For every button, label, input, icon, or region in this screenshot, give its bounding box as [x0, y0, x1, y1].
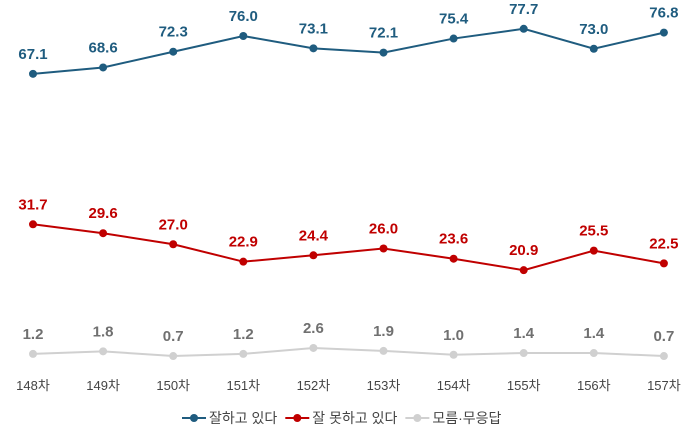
data-point — [239, 257, 248, 266]
series-line-2 — [32, 346, 664, 358]
data-label: 31.7 — [18, 196, 47, 213]
data-point — [99, 63, 108, 72]
data-point — [29, 69, 37, 78]
data-point — [519, 24, 528, 33]
data-label: 72.3 — [159, 24, 188, 41]
series-line-1 — [32, 223, 665, 272]
data-label: 68.6 — [88, 39, 117, 56]
x-tick-label: 153차 — [367, 378, 401, 393]
legend-entry: 잘 못하고 있다 — [312, 410, 397, 426]
x-tick-label: 155차 — [507, 378, 541, 393]
data-point — [169, 47, 178, 56]
data-point — [659, 259, 668, 268]
data-point — [169, 352, 178, 361]
x-tick-label: 156차 — [577, 378, 611, 393]
data-label: 27.0 — [159, 216, 188, 233]
data-label: 76.8 — [649, 5, 678, 22]
data-label: 73.1 — [299, 20, 328, 37]
data-label: 0.7 — [163, 328, 184, 345]
data-point — [519, 349, 528, 358]
data-label: 20.9 — [509, 242, 538, 259]
data-label: 0.7 — [653, 328, 674, 345]
legend-marker-icon — [190, 414, 198, 422]
data-label: 29.6 — [88, 205, 117, 222]
data-label: 77.7 — [509, 1, 538, 18]
data-label: 1.4 — [513, 325, 535, 342]
x-tick-label: 157차 — [647, 378, 681, 393]
data-point — [519, 266, 528, 275]
x-tick-label: 150차 — [156, 378, 190, 393]
data-label: 1.0 — [443, 327, 464, 344]
data-label: 1.9 — [373, 323, 394, 340]
data-point — [659, 352, 668, 361]
data-point — [99, 229, 108, 238]
data-point — [169, 240, 178, 249]
data-label: 67.1 — [18, 46, 47, 63]
data-point — [449, 34, 458, 43]
data-label: 24.4 — [299, 227, 329, 244]
x-tick-label: 154차 — [437, 378, 471, 393]
legend-entry: 잘하고 있다 — [209, 410, 277, 426]
data-point — [589, 349, 598, 358]
data-point — [449, 350, 458, 359]
data-label: 72.1 — [369, 25, 398, 42]
data-point — [29, 349, 37, 358]
data-label: 1.8 — [93, 323, 114, 340]
data-label: 1.2 — [23, 326, 44, 343]
data-label: 22.9 — [229, 234, 258, 251]
data-point — [589, 246, 598, 255]
x-tick-label: 151차 — [226, 378, 260, 393]
data-point — [379, 244, 388, 253]
data-label: 73.0 — [579, 21, 608, 38]
data-label: 22.5 — [649, 235, 678, 252]
x-tick-label: 149차 — [86, 378, 120, 393]
data-label: 1.4 — [583, 325, 605, 342]
series-line-0 — [32, 27, 665, 75]
data-label: 76.0 — [229, 8, 258, 25]
legend-marker-icon — [293, 414, 302, 422]
x-tick-label: 152차 — [297, 378, 331, 393]
data-label: 23.6 — [439, 231, 468, 248]
data-label: 25.5 — [579, 223, 608, 240]
data-point — [379, 48, 388, 57]
data-point — [449, 254, 458, 263]
data-point — [309, 343, 318, 352]
data-point — [29, 220, 37, 229]
data-label: 1.2 — [233, 326, 254, 343]
data-point — [659, 28, 668, 37]
data-point — [239, 349, 248, 358]
x-tick-label: 148차 — [16, 378, 50, 393]
data-label: 75.4 — [439, 11, 469, 28]
data-label: 26.0 — [369, 221, 398, 238]
data-point — [379, 346, 388, 355]
data-point — [589, 44, 598, 53]
data-point — [309, 44, 318, 53]
data-point — [309, 251, 318, 260]
legend-marker-icon — [413, 414, 422, 422]
data-point — [99, 347, 108, 356]
data-point — [239, 32, 248, 40]
legend-entry: 모름·무응답 — [432, 410, 501, 426]
data-label: 2.6 — [303, 320, 324, 337]
